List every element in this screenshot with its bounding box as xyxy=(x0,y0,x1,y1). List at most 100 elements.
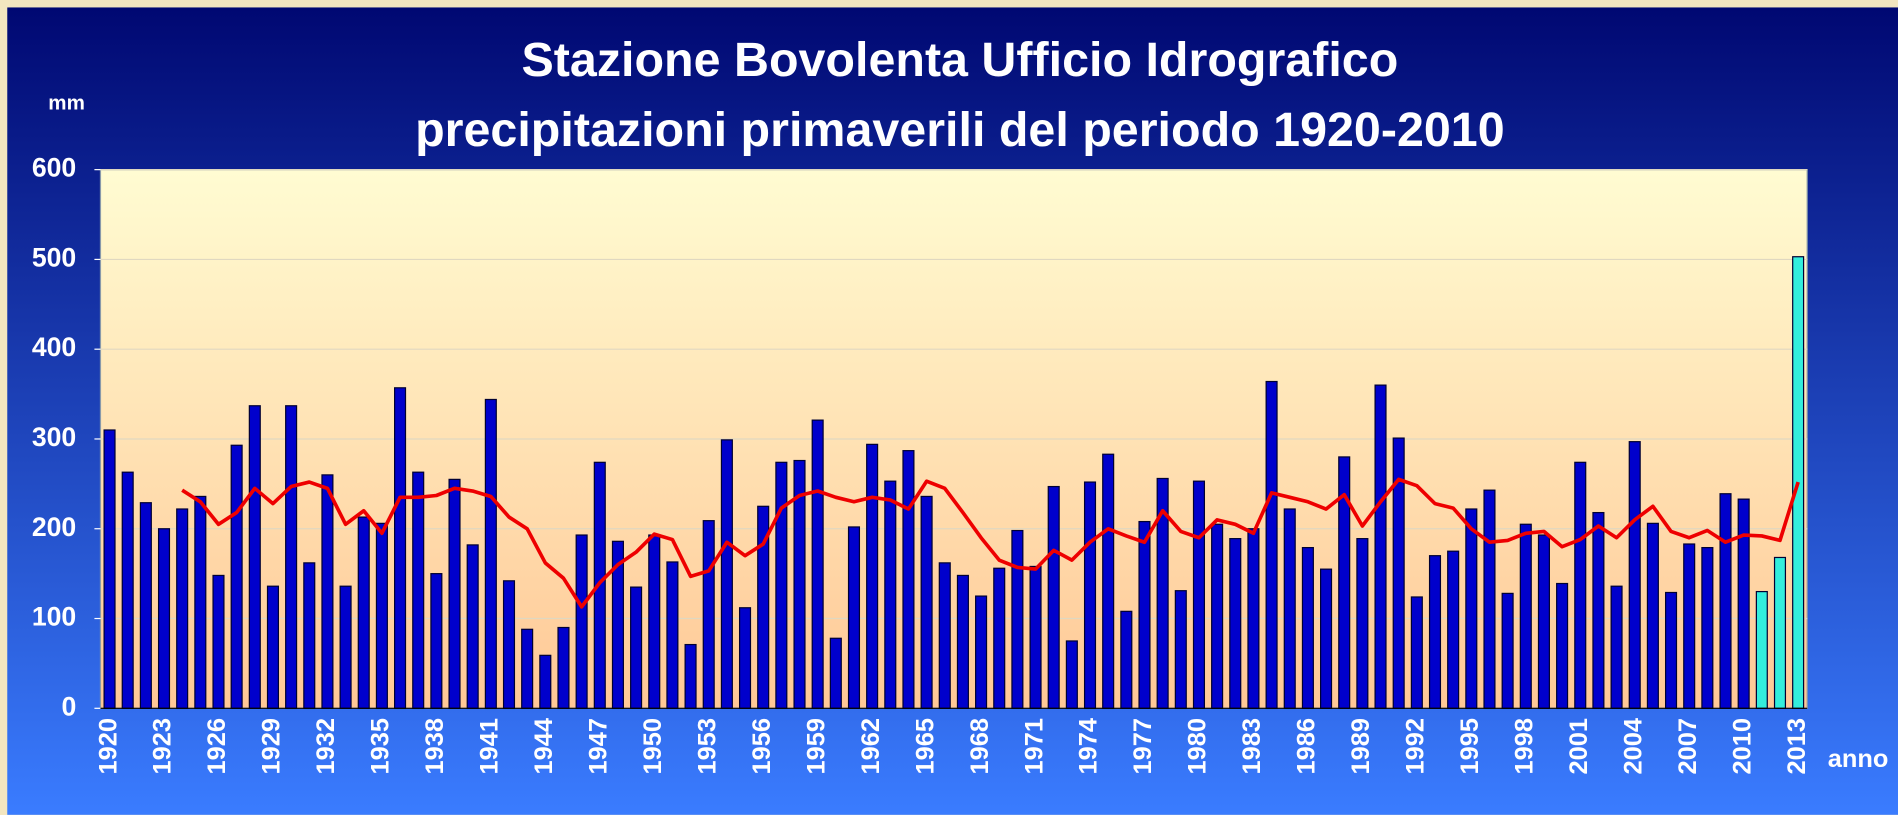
bar xyxy=(121,471,134,709)
x-tick-label: 1977 xyxy=(1129,718,1157,775)
y-tick-label: 400 xyxy=(32,332,76,362)
bar xyxy=(303,562,316,709)
bar xyxy=(521,628,534,709)
bar xyxy=(575,534,588,709)
bar xyxy=(412,471,425,709)
bar xyxy=(1628,441,1641,709)
bar xyxy=(1320,568,1333,709)
x-tick-label: 1929 xyxy=(258,718,286,775)
x-tick-label: 1935 xyxy=(367,718,395,775)
bar xyxy=(1120,610,1133,709)
bar xyxy=(884,480,897,709)
x-tick-label: 2010 xyxy=(1728,718,1756,775)
x-tick-label: 1974 xyxy=(1075,718,1103,775)
bar xyxy=(1174,590,1187,709)
y-tick-label: 0 xyxy=(61,691,76,721)
bar xyxy=(1192,480,1206,709)
x-tick-label: 1944 xyxy=(530,718,558,775)
bar xyxy=(829,637,842,709)
y-tick-label: 600 xyxy=(32,153,76,183)
bar xyxy=(630,586,643,709)
x-tick-label: 1923 xyxy=(149,718,177,775)
bar xyxy=(1501,592,1514,709)
bar xyxy=(1483,489,1496,709)
bar xyxy=(1211,523,1224,709)
x-tick-label: 1956 xyxy=(748,718,776,775)
bar xyxy=(1374,384,1387,709)
bar xyxy=(702,520,715,709)
bar xyxy=(1519,523,1532,709)
bar xyxy=(1265,380,1278,709)
y-axis-label: mm xyxy=(48,92,85,115)
bar xyxy=(1447,550,1460,709)
bar xyxy=(1011,529,1024,709)
chart-subtitle: precipitazioni primaverili del periodo 1… xyxy=(415,103,1505,157)
bar xyxy=(975,595,988,709)
bar xyxy=(866,443,879,709)
x-axis-label: anno xyxy=(1828,745,1889,773)
x-tick-label: 2001 xyxy=(1565,718,1593,775)
bar xyxy=(157,528,171,709)
line xyxy=(181,477,1800,609)
bar xyxy=(1701,546,1714,709)
bar xyxy=(285,405,298,709)
x-tick-label: 1971 xyxy=(1020,718,1048,775)
x-tick-label: 1920 xyxy=(94,718,122,775)
bar xyxy=(1356,538,1369,709)
bar xyxy=(775,461,788,709)
bar xyxy=(1083,481,1097,709)
bar xyxy=(1556,582,1569,709)
bar xyxy=(684,643,697,709)
bar xyxy=(1465,508,1478,709)
bar xyxy=(466,544,479,709)
x-tick-label: 1932 xyxy=(312,718,340,775)
bar xyxy=(557,626,570,709)
bar xyxy=(938,562,951,709)
bar xyxy=(956,574,969,709)
bar xyxy=(502,580,516,709)
bar xyxy=(1537,534,1550,709)
y-tick-label: 200 xyxy=(32,512,76,542)
bar xyxy=(321,474,334,709)
bar xyxy=(920,495,933,709)
bar xyxy=(902,450,915,709)
bar xyxy=(648,534,661,709)
x-tick-label: 1953 xyxy=(693,718,721,775)
bar xyxy=(1574,461,1587,709)
bar xyxy=(1047,485,1060,709)
bar xyxy=(248,405,261,709)
bar xyxy=(847,526,861,709)
bar xyxy=(1664,591,1678,709)
y-tick-label: 100 xyxy=(32,602,76,632)
bar xyxy=(1755,590,1768,709)
x-tick-label: 1992 xyxy=(1402,718,1430,775)
x-tick-label: 1926 xyxy=(203,718,231,775)
bar xyxy=(1229,538,1242,709)
bar xyxy=(484,398,497,709)
bar xyxy=(539,654,552,709)
x-tick-label: 2007 xyxy=(1674,718,1702,775)
bar xyxy=(266,585,280,709)
x-tick-label: 1941 xyxy=(476,718,504,775)
y-tick-label: 500 xyxy=(32,242,76,272)
x-tick-label: 2013 xyxy=(1783,718,1811,775)
x-tick-label: 1965 xyxy=(911,718,939,775)
bar xyxy=(1301,546,1314,709)
bar xyxy=(375,522,388,709)
bar xyxy=(1065,640,1078,709)
bar xyxy=(811,419,824,709)
bar xyxy=(430,573,443,709)
bar xyxy=(394,387,407,709)
bar xyxy=(1029,565,1042,709)
bar xyxy=(139,502,152,709)
bar xyxy=(993,567,1006,709)
bar xyxy=(1102,453,1115,709)
bar xyxy=(1610,585,1623,709)
bar xyxy=(103,429,116,709)
bar xyxy=(1773,556,1787,709)
bar xyxy=(1247,528,1260,709)
bar xyxy=(194,495,207,709)
bar xyxy=(666,561,679,709)
x-tick-label: 1959 xyxy=(802,718,830,775)
